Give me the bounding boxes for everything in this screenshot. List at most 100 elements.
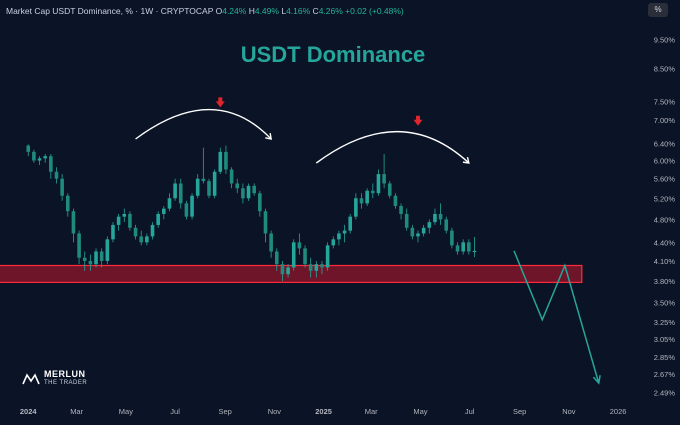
candle-body <box>94 251 98 265</box>
y-tick-label: 4.10% <box>654 257 676 266</box>
candle-body <box>450 230 454 246</box>
candle-body <box>421 227 426 234</box>
candle-body <box>387 183 392 196</box>
candle-body <box>269 233 273 252</box>
close-label: C <box>312 6 319 16</box>
candle-body <box>438 213 443 220</box>
candle-body <box>320 264 324 268</box>
x-tick-label: May <box>413 407 427 416</box>
x-tick-label: May <box>119 407 133 416</box>
price-scale-bg <box>627 0 680 420</box>
low-label: L <box>281 6 287 16</box>
candle-body <box>116 216 121 225</box>
y-tick-label: 4.40% <box>654 238 676 247</box>
candle-body <box>444 219 449 231</box>
candle-body <box>145 236 149 243</box>
candle-body <box>365 190 369 204</box>
candle-body <box>218 151 223 172</box>
candle-body <box>297 242 302 249</box>
x-tick-label: Nov <box>562 407 576 416</box>
candle-body <box>472 250 477 253</box>
x-tick-label: 2025 <box>315 407 332 416</box>
down-arrow-icon <box>413 115 423 126</box>
candle-body <box>178 183 183 204</box>
candle-body <box>331 239 336 246</box>
arc-annotation <box>315 130 470 164</box>
candle-body <box>54 171 59 179</box>
candle-body <box>212 171 217 196</box>
candle-body <box>65 195 70 212</box>
candle-body <box>207 181 211 196</box>
candle-body <box>156 213 160 225</box>
x-tick-label: Mar <box>70 407 83 416</box>
candle-body <box>195 178 200 196</box>
projection-line <box>513 250 600 384</box>
candle-body <box>184 203 189 217</box>
candle-body <box>286 267 290 275</box>
candle-body <box>37 158 42 161</box>
x-tick-label: Nov <box>268 407 282 416</box>
logo-line1: MERLUN <box>44 369 86 379</box>
y-tick-label: 8.50% <box>654 65 676 74</box>
candle-body <box>246 185 251 199</box>
y-tick-label: 5.20% <box>654 194 676 203</box>
y-tick-label: 6.40% <box>654 140 676 149</box>
candle-body <box>393 195 398 206</box>
candle-body <box>167 198 172 209</box>
candle-body <box>427 222 432 228</box>
candle-body <box>71 211 76 234</box>
open-label: O <box>215 6 223 16</box>
high-label: H <box>248 6 255 16</box>
candle-body <box>342 230 347 234</box>
candle-body <box>235 183 240 189</box>
candle-body <box>258 193 262 212</box>
y-tick-label: 3.25% <box>654 318 676 327</box>
high-value: 4.49% <box>254 6 279 16</box>
merlun-logo-icon <box>22 373 40 385</box>
candle-body <box>371 190 375 194</box>
candle-body <box>433 213 437 223</box>
y-tick-label: 2.49% <box>654 388 676 397</box>
y-tick-label: 7.50% <box>654 98 676 107</box>
candle-body <box>303 248 307 265</box>
candle-body <box>32 151 36 161</box>
y-tick-label: 3.05% <box>654 335 676 344</box>
candle-body <box>139 236 144 243</box>
arc-arrowhead <box>265 132 272 140</box>
merlun-logo: MERLUN THE TRADER <box>22 370 87 388</box>
candle-body <box>111 224 115 240</box>
candle-body <box>162 208 166 214</box>
projection-arrowhead <box>592 375 601 385</box>
candle-body <box>82 257 87 261</box>
candle-body <box>88 260 93 265</box>
candle-body <box>224 151 228 170</box>
candle-body <box>201 178 206 182</box>
candle-body <box>173 183 177 199</box>
support-zone <box>0 264 583 283</box>
candle-body <box>229 169 234 184</box>
candle-body <box>308 264 313 271</box>
close-value: 4.26% <box>318 6 343 16</box>
candle-body <box>399 205 403 214</box>
candle-body <box>49 156 53 172</box>
candle-body <box>241 188 245 199</box>
candle-body <box>122 213 127 217</box>
low-value: 4.16% <box>286 6 311 16</box>
candle-body <box>291 242 296 268</box>
x-tick-label: Sep <box>218 407 231 416</box>
y-tick-label: 9.50% <box>654 35 676 44</box>
candle-body <box>99 251 104 261</box>
y-tick-label: 3.80% <box>654 277 676 286</box>
candle-body <box>77 233 81 258</box>
y-tick-label: 4.80% <box>654 215 676 224</box>
x-tick-label: 2026 <box>610 407 627 416</box>
candle-body <box>263 211 268 234</box>
candle-body <box>26 145 31 152</box>
candle-body <box>416 233 420 237</box>
candle-body <box>359 198 364 204</box>
percent-scale-button[interactable]: % <box>648 3 668 17</box>
candle-body <box>376 174 381 194</box>
candle-body <box>467 242 471 252</box>
candle-body <box>280 264 285 275</box>
